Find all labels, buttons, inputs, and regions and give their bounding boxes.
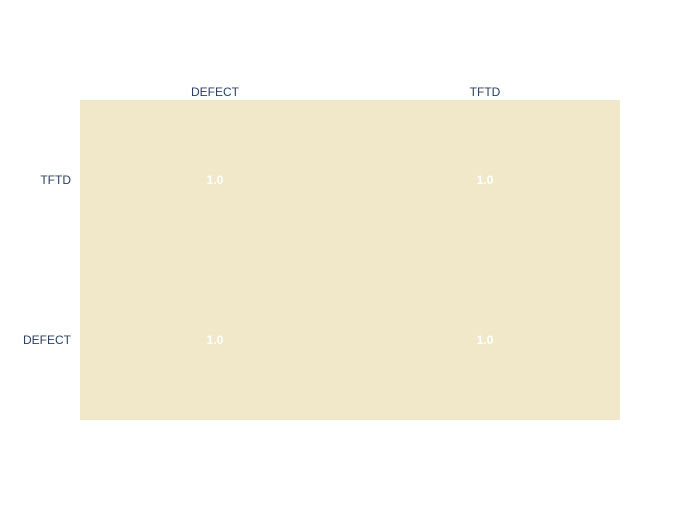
cell-label-0-0: 1.0 <box>207 173 224 187</box>
heatmap-cell-0-1 <box>350 100 620 260</box>
y-tick-label-1: DEFECT <box>23 333 72 347</box>
x-tick-label-1: TFTD <box>470 85 501 99</box>
cell-label-1-0: 1.0 <box>207 333 224 347</box>
heatmap-cell-0-0 <box>80 100 350 260</box>
x-tick-label-0: DEFECT <box>191 85 240 99</box>
y-axis-ticks: TFTD DEFECT <box>23 173 72 347</box>
heatmap-cell-1-1 <box>350 260 620 420</box>
heatmap-cell-1-0 <box>80 260 350 420</box>
cell-label-0-1: 1.0 <box>477 173 494 187</box>
cell-label-1-1: 1.0 <box>477 333 494 347</box>
y-tick-label-0: TFTD <box>40 173 71 187</box>
heatmap-cells <box>80 100 620 420</box>
x-axis-ticks: DEFECT TFTD <box>191 85 501 99</box>
heatmap-cell-labels: 1.0 1.0 1.0 1.0 <box>207 173 494 347</box>
